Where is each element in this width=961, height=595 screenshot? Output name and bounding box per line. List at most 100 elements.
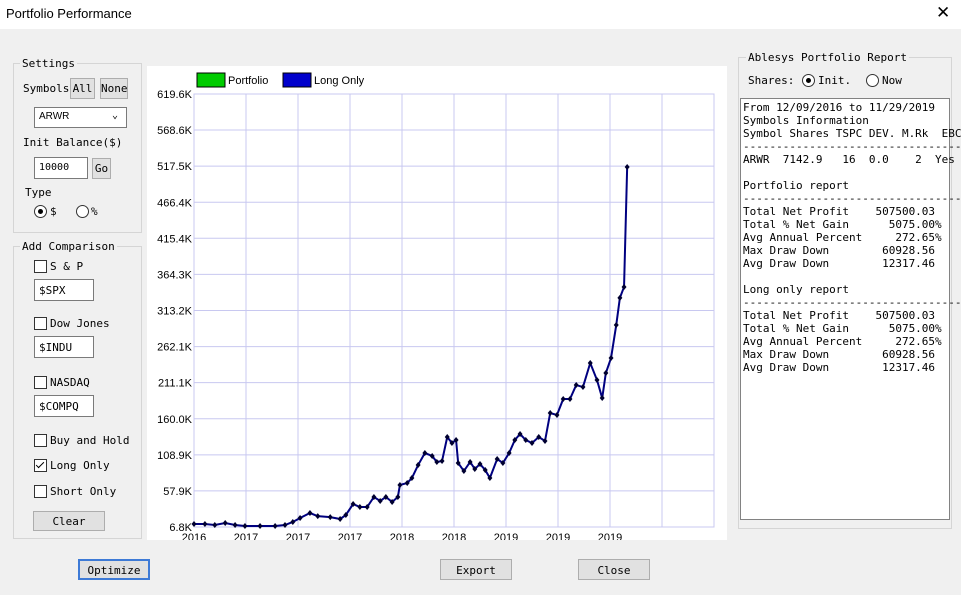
- button[interactable]: None: [100, 78, 128, 99]
- data-point: [567, 396, 573, 403]
- data-point: [422, 450, 428, 457]
- checkbox[interactable]: [34, 434, 47, 447]
- chart: 6.8K 57.9K 108.9K 160.0K 211.1K 262.1K 313.2K 3…: [147, 66, 727, 540]
- data-point: [202, 521, 208, 528]
- button[interactable]: Close: [578, 559, 650, 580]
- data-point: [617, 294, 623, 301]
- data-point: [409, 475, 415, 482]
- checkbox-label: Long Only: [50, 459, 110, 472]
- data-point: [397, 482, 403, 489]
- report-block: From 12/09/2016 to 11/29/2019 Symbols Inf…: [743, 101, 961, 166]
- data-point: [467, 458, 473, 465]
- checkbox-label: Short Only: [50, 485, 117, 498]
- group-label: Settings: [20, 57, 77, 70]
- y-tick-label: 262.1K: [157, 342, 193, 354]
- data-point: [453, 437, 459, 444]
- data-point: [222, 519, 228, 526]
- checkbox[interactable]: [34, 376, 47, 389]
- symbol-input[interactable]: $SPX: [34, 279, 94, 301]
- button[interactable]: Clear: [33, 511, 105, 531]
- data-point: [429, 452, 435, 459]
- symbol-select[interactable]: ARWR: [34, 107, 127, 128]
- report-line: From 12/09/2016 to 11/29/2019: [743, 101, 936, 114]
- checkbox[interactable]: [34, 459, 47, 472]
- checkbox-label: Dow Jones: [50, 317, 110, 330]
- x-tick-label: 2017: [338, 532, 362, 540]
- radio[interactable]: [866, 74, 879, 87]
- y-tick-label: 517.5K: [157, 161, 193, 173]
- data-point: [212, 522, 218, 529]
- settings-group: [13, 63, 142, 233]
- y-tick-label: 313.2K: [157, 306, 193, 318]
- y-tick-label: 57.9K: [163, 486, 192, 498]
- report-line: -----------------------------------: [743, 296, 961, 309]
- checkbox[interactable]: [34, 317, 47, 330]
- group-label: Add Comparison: [20, 240, 117, 253]
- y-tick-label: 466.4K: [157, 197, 193, 209]
- y-tick-label: 108.9K: [157, 450, 193, 462]
- data-point: [594, 377, 600, 384]
- data-point: [315, 513, 321, 520]
- report-line: Max Draw Down 60928.56: [743, 244, 936, 257]
- radio[interactable]: [802, 74, 815, 87]
- group-label: Ablesys Portfolio Report: [746, 51, 909, 64]
- label: Shares:: [748, 74, 795, 87]
- button[interactable]: All: [70, 78, 95, 99]
- data-point: [529, 439, 535, 446]
- legend-label: Portfolio: [228, 75, 268, 87]
- button[interactable]: Optimize: [78, 559, 150, 580]
- report-line: ARWR 7142.9 16 0.0 2 Yes: [743, 153, 955, 166]
- checkbox-label: Buy and Hold: [50, 434, 130, 447]
- data-point: [257, 523, 263, 530]
- data-point: [523, 437, 529, 444]
- data-point: [343, 511, 349, 518]
- symbol-input[interactable]: $INDU: [34, 336, 94, 358]
- chart-background: [147, 66, 727, 540]
- data-point: [472, 465, 478, 472]
- close-window[interactable]: ✕: [936, 3, 951, 23]
- data-point: [377, 497, 383, 504]
- data-point: [461, 468, 467, 475]
- radio[interactable]: [34, 205, 47, 218]
- data-point: [415, 462, 421, 469]
- data-point: [621, 283, 627, 290]
- report-line: Total Net Profit 507500.03: [743, 205, 936, 218]
- x-tick-label: 2017: [234, 532, 258, 540]
- radio[interactable]: [76, 205, 89, 218]
- legend-label: Long Only: [314, 75, 365, 87]
- y-tick-label: 364.3K: [157, 269, 193, 281]
- button[interactable]: Export: [440, 559, 512, 580]
- x-tick-label: 2017: [286, 532, 310, 540]
- data-point: [395, 493, 401, 500]
- report-line: Total % Net Gain 5075.00%: [743, 322, 942, 335]
- data-point: [542, 438, 548, 445]
- label: Type: [25, 186, 52, 199]
- plot-border: [193, 93, 715, 528]
- data-point: [191, 521, 197, 528]
- report-line: -----------------------------------: [743, 140, 961, 153]
- radio-label: $: [50, 205, 57, 218]
- y-tick-label: 415.4K: [157, 233, 193, 245]
- x-tick-label: 2018: [442, 532, 466, 540]
- data-point: [444, 434, 450, 441]
- report-line: Long only report: [743, 283, 849, 296]
- button[interactable]: Go: [92, 158, 111, 179]
- checkbox[interactable]: [34, 485, 47, 498]
- data-point: [290, 518, 296, 525]
- y-tick-label: 211.1K: [158, 378, 193, 390]
- data-point: [494, 456, 500, 463]
- balance-input[interactable]: 10000: [34, 157, 88, 179]
- data-point: [487, 475, 493, 482]
- data-point: [357, 504, 363, 511]
- data-point: [364, 504, 370, 511]
- symbol-input[interactable]: $COMPQ: [34, 395, 94, 417]
- radio-label: Now: [882, 74, 902, 87]
- data-point: [449, 439, 455, 446]
- y-tick-label: 6.8K: [169, 522, 192, 534]
- checkbox[interactable]: [34, 260, 47, 273]
- report-line: Total % Net Gain 5075.00%: [743, 218, 942, 231]
- y-tick-label: 160.0K: [157, 414, 193, 426]
- checkbox-label: NASDAQ: [50, 376, 90, 389]
- data-point: [613, 322, 619, 329]
- data-point: [434, 458, 440, 465]
